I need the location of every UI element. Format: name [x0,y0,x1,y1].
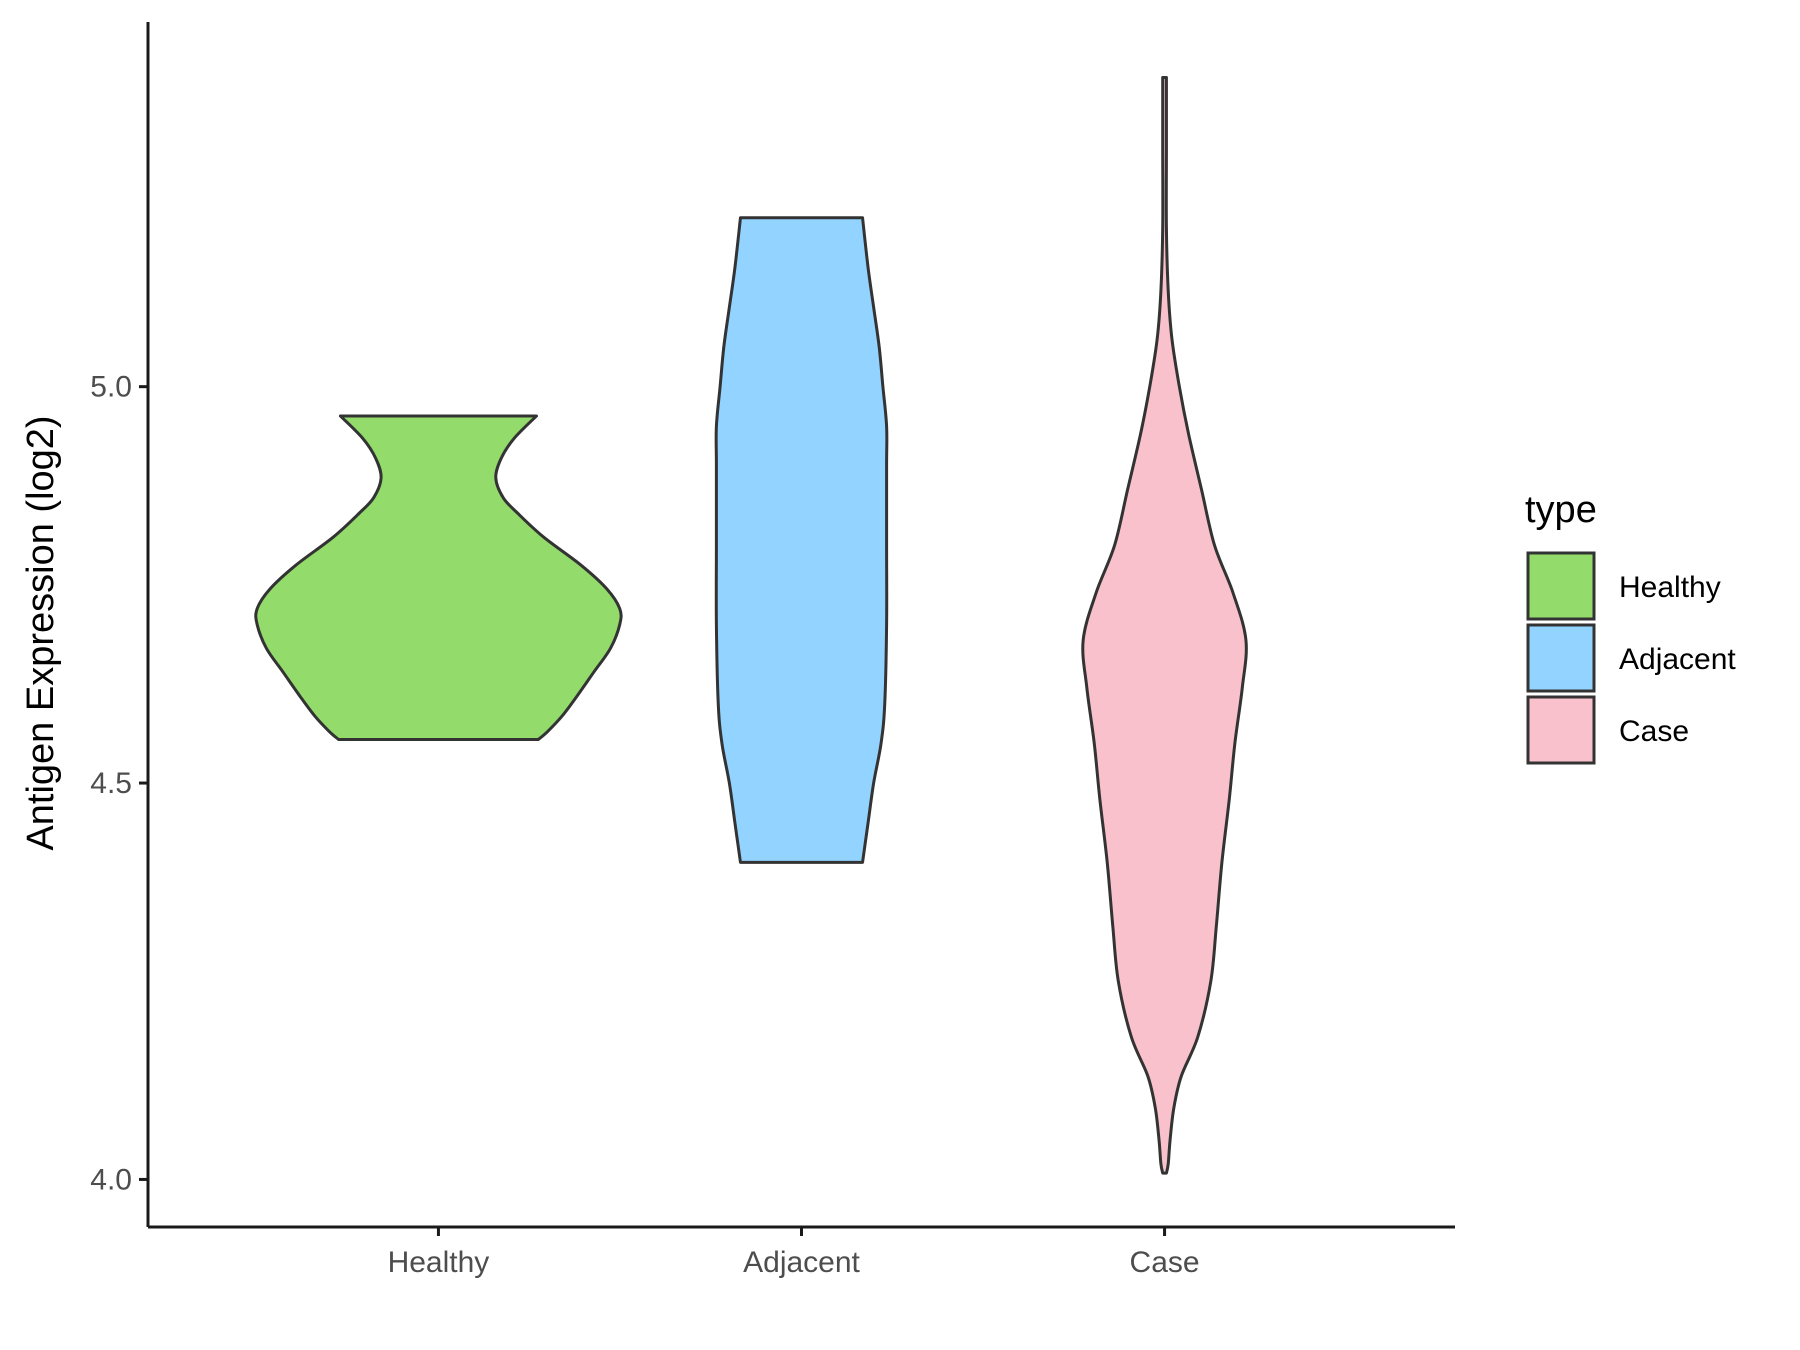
violin-adjacent [714,216,889,864]
legend-label-healthy: Healthy [1619,571,1721,604]
violin-healthy [254,414,623,741]
y-axis-title: Antigen Expression (log2) [20,415,62,850]
y-tick-label: 4.0 [90,1163,132,1196]
legend: type Healthy Adjacent Case [1525,489,1736,765]
x-tick-label-case: Case [1130,1246,1200,1279]
y-tick-label: 5.0 [90,371,132,404]
legend-key-adjacent [1526,623,1596,693]
legend-key-healthy [1526,551,1596,621]
legend-label-adjacent: Adjacent [1619,643,1736,676]
x-tick-label-adjacent: Adjacent [743,1246,860,1279]
legend-label-case: Case [1619,715,1689,748]
x-tick-label-healthy: Healthy [388,1246,490,1279]
violin-case [1081,75,1248,1175]
legend-entries: Healthy Adjacent Case [1526,551,1736,765]
legend-key-case [1526,695,1596,765]
legend-title: type [1525,489,1597,531]
violins [254,75,1248,1175]
y-ticks: 4.0 4.5 5.0 [90,371,148,1196]
y-tick-label: 4.5 [90,767,132,800]
x-ticks: Healthy Adjacent Case [388,1227,1200,1279]
plot-area: 4.0 4.5 5.0 Healthy Adjacent Case [90,22,1455,1279]
